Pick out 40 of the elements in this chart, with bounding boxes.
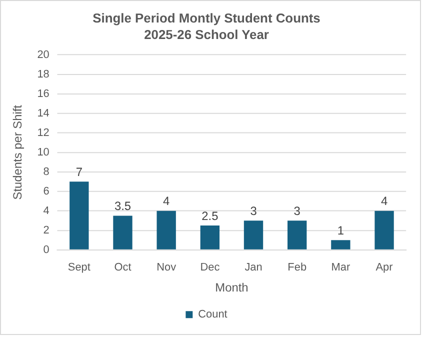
y-tick-label: 0 bbox=[43, 244, 50, 256]
bar bbox=[113, 216, 132, 250]
x-axis-title: Month bbox=[215, 280, 248, 294]
y-tick-label: 16 bbox=[37, 88, 50, 100]
data-label: 2.5 bbox=[202, 208, 219, 223]
y-tick-label: 6 bbox=[43, 185, 50, 198]
x-tick-label: Dec bbox=[200, 261, 220, 274]
y-tick-label: 12 bbox=[37, 126, 50, 139]
data-label: 4 bbox=[380, 194, 388, 208]
legend-label: Count bbox=[198, 308, 228, 321]
y-tick-label: 14 bbox=[37, 107, 50, 120]
x-tick-label: Feb bbox=[288, 261, 307, 274]
data-label: 3 bbox=[250, 204, 258, 218]
bar bbox=[200, 226, 220, 250]
bar bbox=[374, 210, 394, 250]
x-tick-label: Nov bbox=[156, 261, 177, 274]
x-tick-label: Sept bbox=[68, 261, 90, 274]
y-tick-label: 4 bbox=[43, 204, 50, 217]
y-tick-label: 8 bbox=[43, 166, 50, 178]
x-tick-label: Apr bbox=[376, 261, 394, 274]
data-label: 1 bbox=[337, 224, 344, 238]
chart-title: Single Period Montly Student Counts bbox=[92, 10, 320, 26]
y-axis-title: Students per Shift bbox=[10, 104, 24, 200]
x-tick-label: Mar bbox=[331, 261, 350, 274]
bar bbox=[244, 220, 264, 250]
x-tick-label: Oct bbox=[114, 261, 132, 274]
y-tick-label: 2 bbox=[43, 224, 50, 236]
data-label: 7 bbox=[76, 165, 83, 179]
data-label: 3 bbox=[294, 204, 301, 218]
data-label: 4 bbox=[163, 194, 170, 208]
y-tick-label: 20 bbox=[37, 48, 50, 61]
bar bbox=[331, 240, 350, 250]
y-tick-label: 10 bbox=[37, 146, 50, 158]
bar bbox=[288, 220, 307, 250]
x-tick-label: Jan bbox=[244, 261, 262, 274]
data-label: 3.5 bbox=[114, 199, 132, 214]
y-tick-label: 18 bbox=[37, 68, 50, 80]
chart-subtitle: 2025-26 School Year bbox=[144, 26, 269, 42]
bar bbox=[70, 182, 89, 250]
bar bbox=[156, 210, 176, 250]
